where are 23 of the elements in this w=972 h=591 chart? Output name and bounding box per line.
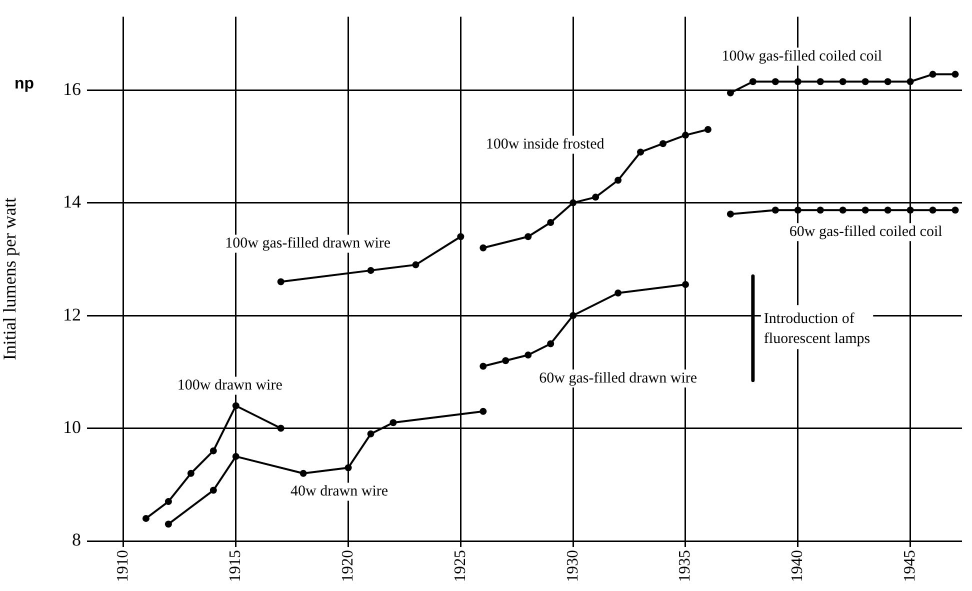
series-label: 100w drawn wire <box>177 378 283 394</box>
series-label: 60w gas-filled coiled coil <box>789 224 942 240</box>
x-tick-label: 1910 <box>114 550 132 582</box>
x-tick-label: 1935 <box>676 550 694 582</box>
x-tick-label: 1915 <box>227 550 244 582</box>
x-tick-label: 1940 <box>789 550 806 582</box>
series-label: 60w gas-filled drawn wire <box>539 370 698 386</box>
x-tick-label: 1920 <box>339 550 356 582</box>
y-tick-label: 14 <box>63 192 81 212</box>
y-axis-title: Initial lumens per watt <box>0 198 20 360</box>
series-label: 40w drawn wire <box>290 484 388 500</box>
x-tick-label: 1930 <box>564 550 582 582</box>
text: np <box>14 75 34 92</box>
x-tick-label: 1925 <box>452 550 469 582</box>
series-label: 100w gas-filled drawn wire <box>225 236 391 252</box>
series-label: 100w gas-filled coiled coil <box>722 48 882 65</box>
y-tick-label: 8 <box>72 530 81 550</box>
series-label: 100w inside frosted <box>486 136 605 153</box>
x-tick-label: 1945 <box>902 550 918 582</box>
y-tick-label: 10 <box>63 417 81 438</box>
y-tick-label: 16 <box>63 78 81 99</box>
y-tick-label: 12 <box>63 304 81 324</box>
annotation: Introduction of fluorescent lamps <box>764 311 870 348</box>
